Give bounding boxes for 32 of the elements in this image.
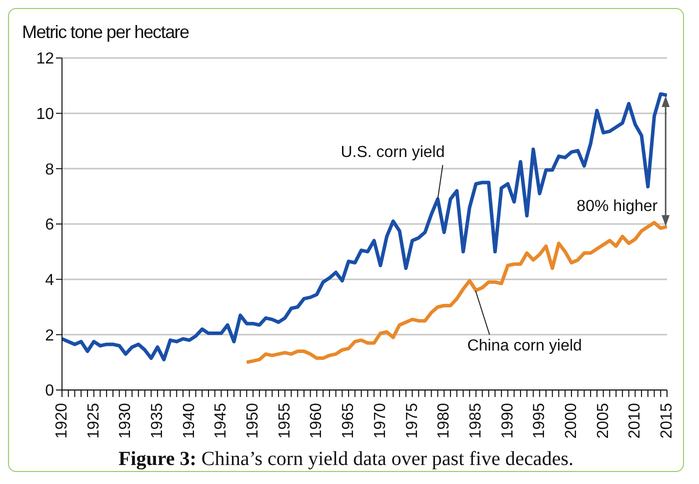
x-tick-label: 2010 xyxy=(626,402,644,439)
x-tick-label: 1980 xyxy=(436,402,453,439)
text: China corn yield xyxy=(467,338,582,355)
x-tick-label: 1990 xyxy=(499,402,516,439)
y-axis-title: Metric tone per hectare xyxy=(22,22,190,42)
x-tick-label: 2000 xyxy=(562,402,580,439)
x-tick-label: 1965 xyxy=(340,402,358,439)
y-tick-label: 2 xyxy=(45,327,54,344)
x-tick-label: 1970 xyxy=(372,402,389,439)
x-tick-label: 1940 xyxy=(180,402,198,439)
x-tick-label: 1925 xyxy=(85,402,102,439)
y-tick-label: 6 xyxy=(45,216,54,234)
x-tick-label: 2005 xyxy=(594,402,612,439)
y-tick-label: 10 xyxy=(36,106,54,124)
x-tick-label: 1955 xyxy=(276,402,294,439)
x-tick-label: 1935 xyxy=(149,402,166,439)
x-tick-label: 1950 xyxy=(244,402,262,439)
x-tick-label: 1945 xyxy=(212,402,230,439)
x-tick-label: 1985 xyxy=(467,402,484,439)
x-tick-label: 1960 xyxy=(308,402,326,439)
caption: Figure 3: China’s corn yield data over past five decades. xyxy=(117,448,575,471)
y-tick-label: 4 xyxy=(45,272,54,290)
x-tick-label: 2015 xyxy=(658,402,676,439)
x-tick-label: 1995 xyxy=(531,402,548,439)
y-tick-label: 8 xyxy=(45,161,54,178)
x-tick-label: 1920 xyxy=(54,402,70,439)
y-tick-label: 0 xyxy=(45,382,54,400)
x-tick-label: 1930 xyxy=(117,402,134,439)
text: U.S. corn yield xyxy=(340,144,445,162)
y-tick-label: 12 xyxy=(36,50,54,68)
annotation: 80% higher xyxy=(576,198,658,216)
x-tick-label: 1975 xyxy=(404,402,421,439)
